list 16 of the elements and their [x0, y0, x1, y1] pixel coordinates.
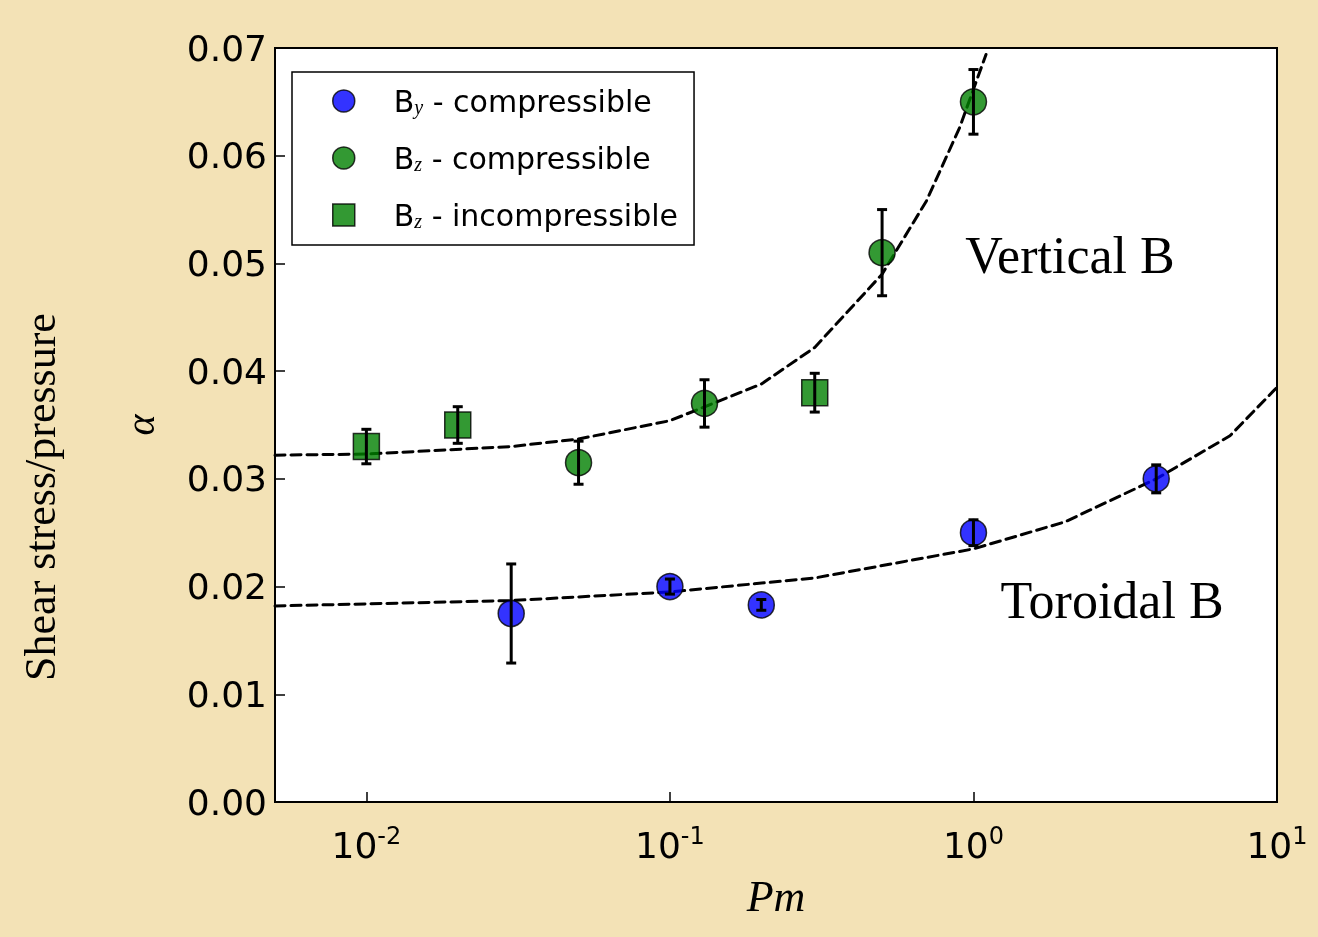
text: Shear stress/pressure [15, 313, 65, 681]
y-tick-label: 0.06 [186, 135, 267, 177]
y-tick-label: 0.04 [186, 350, 267, 392]
annotation: Vertical B [965, 226, 1175, 284]
x-axis-title: Pm [745, 871, 806, 921]
y-axis-title: α [117, 413, 163, 436]
y-tick-label: 0.01 [186, 673, 267, 715]
y-tick-label: 0.00 [186, 781, 267, 823]
legend-label: Bz - incompressible [393, 197, 679, 233]
legend-label: By - compressible [393, 83, 652, 119]
y-tick-label: 0.07 [186, 27, 267, 69]
annotation: Toroidal B [1000, 571, 1224, 629]
y-tick-label: 0.05 [186, 242, 267, 284]
y-tick-label: 0.02 [186, 566, 267, 608]
legend-label: Bz - compressible [393, 140, 651, 176]
y-tick-label: 0.03 [186, 458, 267, 500]
